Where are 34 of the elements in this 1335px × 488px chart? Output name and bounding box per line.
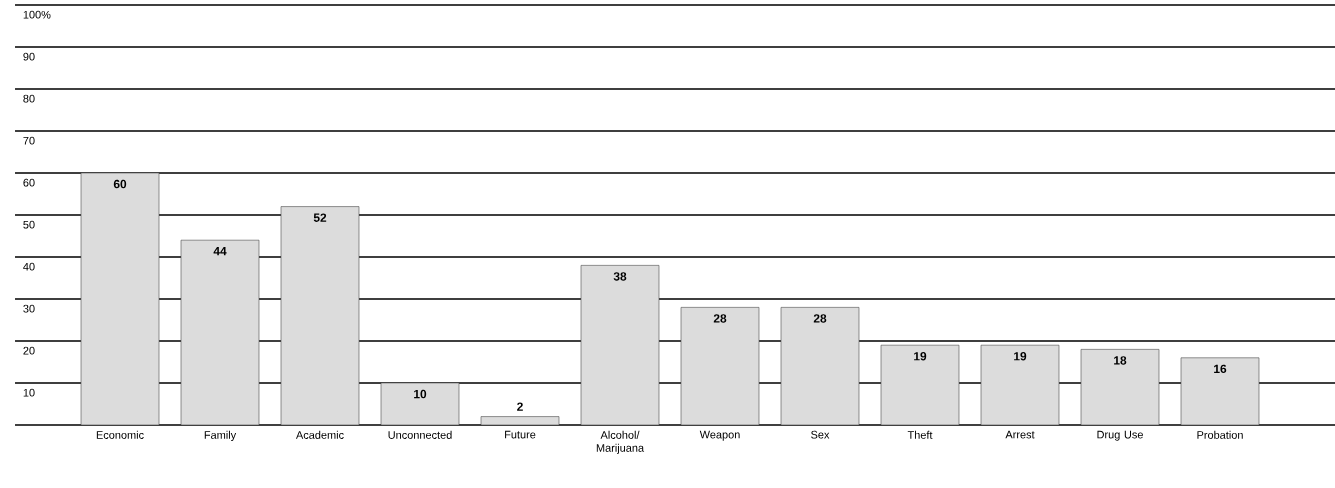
- y-tick-label: 40: [23, 262, 35, 271]
- data-label: 28: [813, 314, 827, 323]
- y-tick-label: 90: [23, 52, 35, 61]
- x-tick-label: Theft: [907, 430, 933, 439]
- x-tick-label: Unconnected: [388, 430, 452, 439]
- y-tick-label: 80: [23, 94, 35, 103]
- x-tick-label: Probation: [1197, 430, 1243, 439]
- data-label: 19: [1014, 352, 1027, 361]
- data-label: 16: [1214, 364, 1227, 374]
- y-tick-label: 20: [23, 346, 35, 355]
- y-tick-label: 60: [23, 178, 35, 187]
- x-tick-label: Economic: [96, 430, 144, 439]
- data-label: 2: [517, 402, 523, 411]
- data-label: 38: [613, 272, 627, 281]
- x-tick-label: Academic: [295, 430, 344, 439]
- y-tick-label: 70: [23, 136, 35, 145]
- x-tick-label: Arrest: [1005, 430, 1035, 439]
- x-tick-label: Family: [204, 430, 237, 442]
- data-label: 28: [713, 314, 727, 323]
- x-tick-label: Drug Use: [1097, 430, 1143, 441]
- data-label: 60: [113, 179, 127, 189]
- x-tick-label: Future: [505, 430, 536, 439]
- data-label: 18: [1114, 356, 1127, 365]
- y-tick-label: 50: [23, 220, 35, 229]
- x-tick-label: Alcohol/ Marijuana: [596, 430, 645, 454]
- data-label: 52: [313, 213, 327, 222]
- y-tick-label: 30: [23, 304, 35, 313]
- data-label: 10: [414, 389, 427, 399]
- data-label: 19: [914, 352, 927, 361]
- y-tick-label: 100%: [23, 10, 51, 19]
- x-tick-label: Sex: [811, 430, 830, 439]
- data-label: 44: [213, 247, 227, 256]
- y-tick-label: 10: [23, 388, 35, 397]
- x-tick-label: Weapon: [699, 430, 740, 441]
